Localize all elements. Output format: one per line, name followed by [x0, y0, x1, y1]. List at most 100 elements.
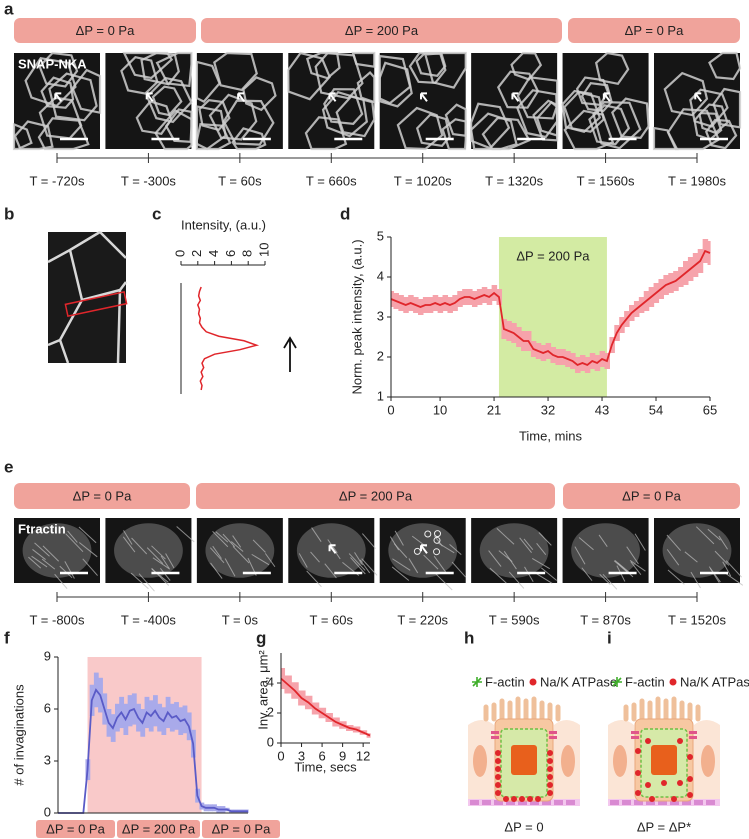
cell-outline [592, 101, 642, 150]
cell-outline [663, 71, 709, 117]
diagram-caption: ΔP = 0 [504, 819, 543, 834]
cell-body [388, 523, 458, 578]
phase-label: ΔP = 200 Pa [345, 23, 419, 38]
actin-fiber [451, 561, 466, 578]
actin-fiber [626, 546, 639, 565]
arrow [419, 544, 428, 554]
panel-label: d [340, 204, 350, 223]
actin-fiber [264, 553, 276, 568]
actin-fiber [232, 546, 250, 564]
phase-box [196, 483, 555, 509]
time-label: T = 590s [489, 612, 540, 627]
actin-fiber [535, 572, 553, 584]
cell-outline [151, 85, 183, 117]
cell-outline [155, 51, 193, 88]
actin-fiber [531, 557, 551, 570]
x-tick-label: 10 [433, 402, 447, 417]
micrograph [654, 518, 744, 589]
phase-label: ΔP = 200 Pa [339, 488, 413, 503]
micrograph [378, 51, 467, 151]
x-tick-label: 8 [240, 250, 255, 257]
actin-fiber [176, 526, 195, 543]
actin-fiber [159, 567, 171, 581]
invagination [433, 536, 441, 544]
y-tick-label: 9 [44, 648, 51, 663]
actin-fiber [523, 538, 534, 551]
actin-fiber [324, 563, 337, 579]
actin-fiber [151, 567, 170, 586]
y-tick-label: 2 [377, 348, 384, 363]
arrow [328, 544, 337, 554]
panel-label: a [4, 0, 14, 18]
arrow [328, 92, 337, 102]
actin-fiber [437, 542, 455, 554]
y-tick-label: 1 [377, 388, 384, 403]
actin-fiber [709, 568, 720, 583]
micrograph [14, 518, 100, 590]
actin-fiber [538, 532, 552, 546]
x-tick-label: 43 [595, 402, 609, 417]
stain-label: SNAP-NKA [18, 56, 87, 71]
cell-outline [611, 97, 650, 140]
x-tick-label: 6 [223, 250, 238, 257]
cell-outline [561, 89, 602, 134]
arrow [419, 92, 428, 102]
time-label: T = 60s [218, 173, 262, 188]
cell-outline [563, 90, 605, 133]
arrow [54, 92, 63, 102]
actin-fiber [524, 566, 534, 582]
time-label: T = 220s [397, 612, 448, 627]
actin-fiber [519, 537, 532, 554]
actin-fiber [130, 572, 149, 590]
actin-fiber [634, 533, 646, 551]
y-axis-label: Inv. area, μm² [255, 650, 270, 730]
time-label: T = -720s [29, 173, 85, 188]
panel-label: h [464, 628, 474, 647]
actin-fiber [350, 557, 366, 575]
invagination [424, 530, 432, 538]
cell-outline [516, 89, 559, 139]
mean-line [280, 677, 371, 737]
panel-label: i [607, 628, 612, 647]
y-tick-label: 0 [267, 734, 274, 749]
time-label: T = 0s [222, 612, 259, 627]
cell-outline [563, 109, 615, 151]
actin-fiber [581, 567, 593, 581]
cell-outline [231, 127, 267, 151]
actin-fiber [725, 573, 744, 586]
cell-diagram-i [608, 699, 720, 806]
actin-fiber [64, 561, 75, 579]
y-tick-label: 0 [44, 804, 51, 819]
invagination [433, 548, 441, 556]
actin-fiber [65, 533, 84, 553]
actin-fiber [306, 570, 322, 588]
actin-fiber [311, 527, 322, 542]
actin-fiber [209, 547, 225, 564]
actin-fiber [389, 536, 400, 551]
cell-outline [652, 126, 679, 151]
actin-fiber [41, 558, 56, 570]
panel-label: b [4, 204, 14, 223]
cell-outline [575, 76, 610, 106]
y-tick-label: 3 [44, 752, 51, 767]
cell-outline [580, 82, 613, 112]
actin-fiber [224, 558, 236, 577]
actin-fiber [348, 553, 366, 571]
actin-fiber [496, 528, 515, 545]
cell-diagram-h [468, 699, 580, 806]
legend-label: Na/K ATPase [540, 674, 617, 689]
micrograph [12, 51, 102, 151]
cell-outline [195, 60, 221, 103]
cell-outline [496, 70, 540, 109]
actin-fiber [122, 536, 136, 553]
y-tick-label: 2 [267, 704, 274, 719]
x-tick-label: 65 [703, 402, 717, 417]
cell-outline [321, 90, 369, 138]
actin-fiber [434, 573, 453, 591]
phase-box [201, 18, 562, 43]
actin-fiber [160, 555, 170, 569]
actin-fiber [151, 545, 166, 560]
stain-label: Ftractin [18, 521, 66, 536]
legend-label: F-actin [625, 674, 665, 689]
